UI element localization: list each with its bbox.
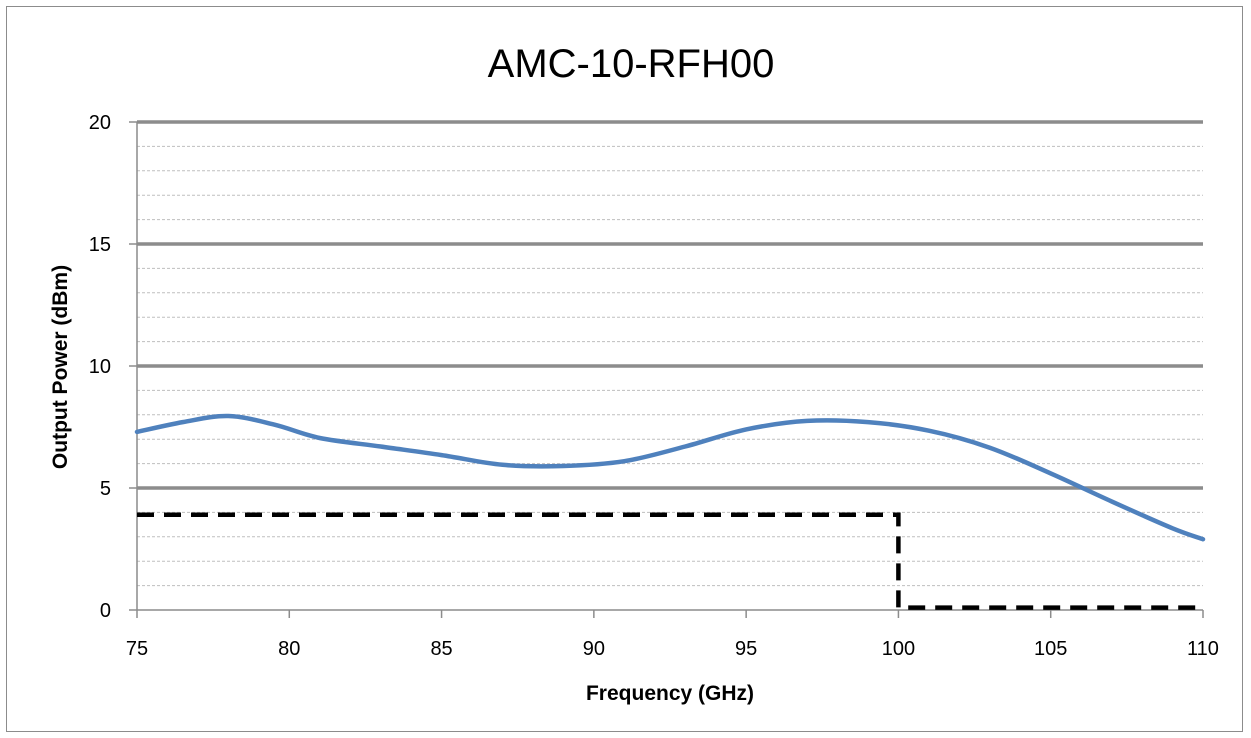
series-line-dashed	[137, 512, 1203, 610]
x-tick-label: 100	[882, 638, 915, 660]
y-tick-label: 5	[100, 478, 111, 500]
x-tick-label: 90	[583, 638, 605, 660]
y-tick-label: 15	[89, 234, 111, 256]
axes	[129, 121, 1204, 618]
x-tick-labels: 75 80 85 90 95 100 105 110	[126, 638, 1219, 660]
x-tick-label: 75	[126, 638, 148, 660]
series-line-1	[134, 413, 1206, 542]
x-tick-label: 80	[278, 638, 300, 660]
x-tick-label: 105	[1034, 638, 1067, 660]
x-axis-label: Frequency (GHz)	[586, 682, 754, 705]
grid	[137, 120, 1203, 587]
y-tick-label: 0	[100, 600, 111, 622]
y-tick-label: 20	[89, 112, 111, 134]
chart-title: AMC-10-RFH00	[488, 42, 775, 86]
y-axis-label: Output Power (dBm)	[49, 265, 72, 469]
chart-frame	[6, 6, 1243, 732]
y-tick-labels: 0 5 10 15 20	[89, 112, 111, 622]
x-tick-label: 85	[430, 638, 452, 660]
y-tick-label: 10	[89, 356, 111, 378]
x-tick-label: 110	[1187, 638, 1219, 660]
series-group	[134, 413, 1206, 610]
x-tick-label: 95	[735, 638, 757, 660]
